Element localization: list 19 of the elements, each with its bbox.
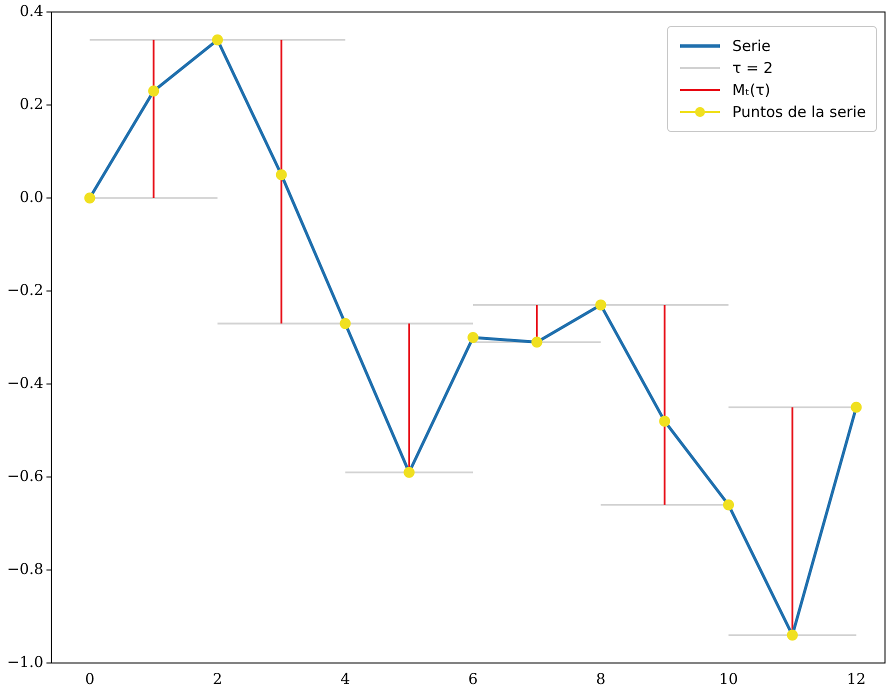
legend-label: Serie: [732, 37, 771, 55]
x-tick-label: 2: [212, 670, 222, 688]
legend-label: Mₜ(τ): [732, 81, 770, 99]
y-tick-label: −0.8: [6, 560, 44, 578]
y-tick-label: −0.2: [6, 280, 44, 299]
y-tick-label: −0.6: [6, 466, 44, 485]
x-tick-label: 12: [846, 670, 866, 688]
y-tick-label: 0.2: [20, 94, 44, 113]
legend-label: Puntos de la serie: [732, 103, 866, 121]
y-tick-label: 0.4: [20, 2, 44, 20]
x-tick-label: 8: [596, 670, 606, 688]
y-tick-label: −0.4: [6, 374, 44, 392]
x-tick-label: 0: [84, 670, 95, 688]
x-tick-label: 6: [468, 670, 478, 688]
legend-label: τ = 2: [732, 59, 773, 77]
x-tick-label: 4: [340, 670, 350, 688]
y-tick-label: −1.0: [6, 652, 44, 671]
x-tick-label: 10: [718, 670, 738, 688]
y-tick-label: 0.0: [20, 188, 44, 206]
